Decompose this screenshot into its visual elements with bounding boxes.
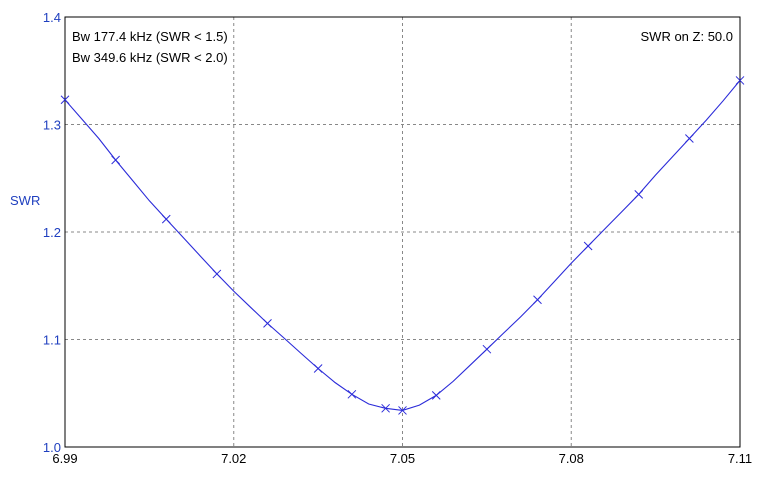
- y-tick-label: 1.1: [43, 333, 61, 348]
- data-point-marker: [685, 134, 694, 143]
- y-tick-labels: 1.0 1.1 1.2 1.3 1.4: [43, 10, 61, 455]
- bandwidth-annotation-1: Bw 177.4 kHz (SWR < 1.5): [72, 29, 228, 44]
- data-point-marker: [634, 190, 644, 199]
- y-axis-label: SWR: [10, 193, 40, 208]
- data-point-marker: [431, 391, 441, 400]
- y-tick-label: 1.0: [43, 440, 61, 455]
- data-point-marker: [313, 364, 323, 373]
- data-point-marker: [533, 295, 542, 305]
- data-point-marker: [60, 95, 70, 105]
- x-tick-label: 6.99: [52, 451, 77, 466]
- swr-reference-annotation: SWR on Z: 50.0: [641, 29, 733, 44]
- data-point-marker: [398, 406, 407, 415]
- data-point-marker: [381, 403, 390, 413]
- data-point-marker: [212, 269, 222, 279]
- data-point-marker: [111, 155, 120, 165]
- x-tick-label: 7.08: [559, 451, 584, 466]
- x-tick-label: 7.05: [390, 451, 415, 466]
- x-tick-label: 7.02: [221, 451, 246, 466]
- data-markers: [60, 76, 745, 415]
- data-point-marker: [347, 389, 357, 399]
- data-point-marker: [161, 214, 171, 224]
- y-tick-label: 1.3: [43, 118, 61, 133]
- y-tick-label: 1.4: [43, 10, 61, 25]
- data-point-marker: [263, 319, 272, 328]
- data-point-marker: [583, 241, 593, 251]
- plot-frame: [64, 16, 741, 448]
- gridlines: [65, 17, 740, 447]
- x-tick-labels: 6.99 7.02 7.05 7.08 7.11: [52, 451, 752, 466]
- data-point-marker: [735, 76, 745, 85]
- bandwidth-annotation-2: Bw 349.6 kHz (SWR < 2.0): [72, 50, 228, 65]
- data-point-marker: [482, 344, 492, 354]
- x-tick-label: 7.11: [728, 451, 752, 466]
- y-tick-label: 1.2: [43, 225, 61, 240]
